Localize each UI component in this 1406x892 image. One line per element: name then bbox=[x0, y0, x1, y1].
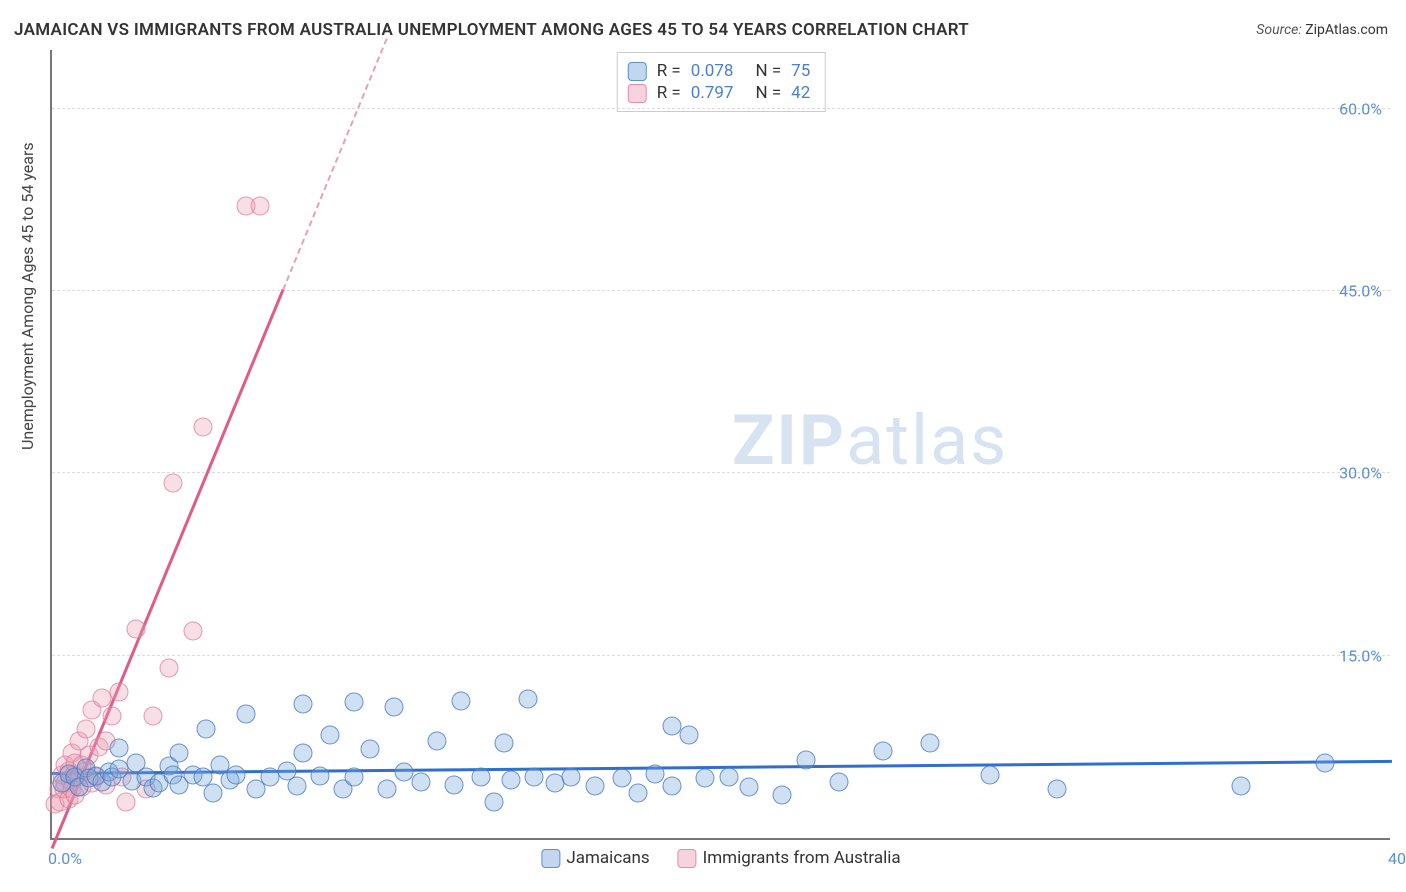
data-point bbox=[110, 739, 129, 758]
data-point bbox=[920, 734, 939, 753]
data-point bbox=[518, 690, 537, 709]
data-point bbox=[203, 784, 222, 803]
data-point bbox=[485, 792, 504, 811]
data-point bbox=[471, 768, 490, 787]
data-point bbox=[311, 767, 330, 786]
data-point bbox=[126, 619, 145, 638]
data-point bbox=[796, 751, 815, 770]
data-point bbox=[679, 725, 698, 744]
n-label: N = bbox=[755, 83, 781, 103]
data-point bbox=[981, 765, 1000, 784]
y-tick-label: 30.0% bbox=[1339, 464, 1382, 483]
stat-legend: R = 0.078 N = 75 R = 0.797 N = 42 bbox=[617, 52, 826, 112]
data-point bbox=[344, 768, 363, 787]
data-point bbox=[525, 768, 544, 787]
data-point bbox=[321, 725, 340, 744]
data-point bbox=[739, 777, 758, 796]
n-value-australia: 42 bbox=[791, 83, 810, 103]
gridline bbox=[52, 290, 1390, 291]
plot-area: ZIPatlas R = 0.078 N = 75 R = 0.797 N = … bbox=[50, 50, 1390, 840]
data-point bbox=[183, 622, 202, 641]
source-value: ZipAtlas.com bbox=[1305, 22, 1388, 38]
data-point bbox=[227, 765, 246, 784]
data-point bbox=[344, 692, 363, 711]
data-point bbox=[1048, 780, 1067, 799]
data-point bbox=[378, 780, 397, 799]
data-point bbox=[1232, 776, 1251, 795]
data-point bbox=[612, 769, 631, 788]
watermark-rest: atlas bbox=[846, 400, 1008, 482]
data-point bbox=[294, 695, 313, 714]
x-tick-label: 0.0% bbox=[48, 849, 82, 868]
data-point bbox=[110, 683, 129, 702]
data-point bbox=[103, 707, 122, 726]
swatch-blue-icon bbox=[628, 62, 647, 81]
trendline bbox=[282, 38, 388, 290]
data-point bbox=[662, 776, 681, 795]
stat-row-australia: R = 0.797 N = 42 bbox=[628, 83, 811, 103]
n-value-jamaicans: 75 bbox=[791, 61, 810, 81]
data-point bbox=[501, 770, 520, 789]
swatch-pink-icon bbox=[628, 84, 647, 103]
y-axis-title: Unemployment Among Ages 45 to 54 years bbox=[18, 142, 37, 450]
data-point bbox=[451, 691, 470, 710]
data-point bbox=[629, 784, 648, 803]
y-tick-label: 15.0% bbox=[1339, 646, 1382, 665]
data-point bbox=[76, 719, 95, 738]
data-point bbox=[719, 768, 738, 787]
data-point bbox=[250, 197, 269, 216]
y-tick-label: 45.0% bbox=[1339, 282, 1382, 301]
data-point bbox=[116, 792, 135, 811]
data-point bbox=[193, 418, 212, 437]
gridline bbox=[52, 472, 1390, 473]
gridline bbox=[52, 655, 1390, 656]
legend-item-jamaicans: Jamaicans bbox=[541, 848, 649, 868]
r-value-australia: 0.797 bbox=[691, 83, 734, 103]
swatch-pink-icon bbox=[678, 849, 697, 868]
data-point bbox=[294, 743, 313, 762]
data-point bbox=[384, 697, 403, 716]
stat-row-jamaicans: R = 0.078 N = 75 bbox=[628, 61, 811, 81]
legend-item-australia: Immigrants from Australia bbox=[678, 848, 901, 868]
data-point bbox=[163, 474, 182, 493]
y-tick-label: 60.0% bbox=[1339, 99, 1382, 118]
source-label: Source: bbox=[1256, 22, 1301, 38]
r-label: R = bbox=[657, 83, 681, 103]
data-point bbox=[585, 776, 604, 795]
data-point bbox=[1316, 753, 1335, 772]
source-citation: Source: ZipAtlas.com bbox=[1256, 22, 1388, 38]
gridline bbox=[52, 108, 1390, 109]
bottom-legend: Jamaicans Immigrants from Australia bbox=[541, 848, 900, 868]
data-point bbox=[237, 705, 256, 724]
r-value-jamaicans: 0.078 bbox=[691, 61, 734, 81]
data-point bbox=[143, 707, 162, 726]
chart-title: JAMAICAN VS IMMIGRANTS FROM AUSTRALIA UN… bbox=[14, 20, 969, 40]
r-label: R = bbox=[657, 61, 681, 81]
data-point bbox=[287, 776, 306, 795]
data-point bbox=[646, 764, 665, 783]
data-point bbox=[445, 775, 464, 794]
swatch-blue-icon bbox=[541, 849, 560, 868]
data-point bbox=[773, 786, 792, 805]
legend-label-australia: Immigrants from Australia bbox=[703, 848, 901, 868]
data-point bbox=[873, 741, 892, 760]
data-point bbox=[411, 773, 430, 792]
data-point bbox=[495, 734, 514, 753]
watermark-bold: ZIP bbox=[732, 400, 846, 482]
watermark: ZIPatlas bbox=[732, 400, 1008, 482]
data-point bbox=[830, 773, 849, 792]
n-label: N = bbox=[755, 61, 781, 81]
data-point bbox=[197, 719, 216, 738]
legend-label-jamaicans: Jamaicans bbox=[566, 848, 649, 868]
x-tick-label: 40.0% bbox=[1388, 849, 1406, 868]
data-point bbox=[170, 743, 189, 762]
data-point bbox=[562, 768, 581, 787]
data-point bbox=[361, 740, 380, 759]
data-point bbox=[696, 769, 715, 788]
data-point bbox=[428, 731, 447, 750]
data-point bbox=[160, 658, 179, 677]
